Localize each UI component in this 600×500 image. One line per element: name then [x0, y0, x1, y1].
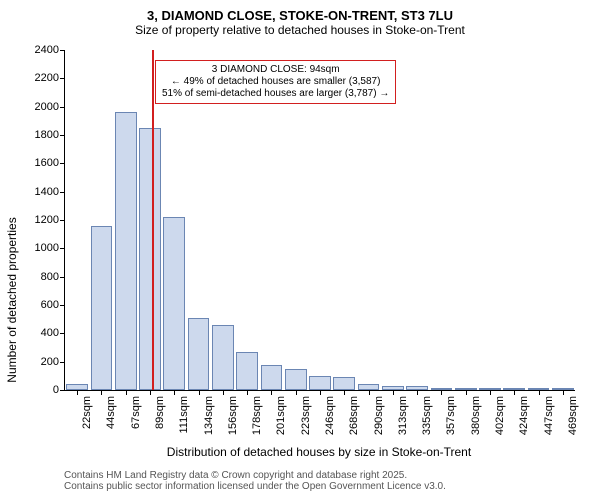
- y-tick-label: 2000: [35, 101, 59, 113]
- x-tick: [441, 390, 442, 395]
- x-tick: [539, 390, 540, 395]
- footer-line1: Contains HM Land Registry data © Crown c…: [64, 470, 446, 481]
- chart-subtitle: Size of property relative to detached ho…: [0, 23, 600, 37]
- y-tick-label: 1400: [35, 186, 59, 198]
- y-tick: [60, 277, 65, 278]
- x-tick: [296, 390, 297, 395]
- annotation-line3: 51% of semi-detached houses are larger (…: [162, 88, 389, 100]
- plot-area: 3 DIAMOND CLOSE: 94sqm ← 49% of detached…: [64, 50, 575, 391]
- y-tick-label: 1200: [35, 214, 59, 226]
- y-axis-label: Number of detached properties: [5, 217, 19, 382]
- x-tick-label: 178sqm: [251, 396, 263, 435]
- x-tick: [514, 390, 515, 395]
- x-tick-label: 268sqm: [348, 396, 360, 435]
- histogram-bar: [261, 365, 283, 391]
- x-tick: [393, 390, 394, 395]
- y-tick-label: 400: [41, 327, 59, 339]
- x-tick-label: 67sqm: [130, 396, 142, 429]
- y-tick: [60, 163, 65, 164]
- y-tick-label: 2200: [35, 72, 59, 84]
- x-tick: [223, 390, 224, 395]
- x-tick: [563, 390, 564, 395]
- y-tick: [60, 362, 65, 363]
- x-tick: [101, 390, 102, 395]
- x-tick-label: 111sqm: [178, 396, 190, 434]
- x-tick-label: 402sqm: [494, 396, 506, 435]
- y-tick: [60, 107, 65, 108]
- y-tick-label: 1600: [35, 157, 59, 169]
- x-tick: [150, 390, 151, 395]
- histogram-bar: [115, 112, 137, 390]
- x-tick: [344, 390, 345, 395]
- histogram-chart: 3, DIAMOND CLOSE, STOKE-ON-TRENT, ST3 7L…: [0, 0, 600, 500]
- y-tick: [60, 135, 65, 136]
- histogram-bar: [163, 217, 185, 390]
- histogram-bar: [212, 325, 234, 390]
- x-tick: [490, 390, 491, 395]
- annotation-box: 3 DIAMOND CLOSE: 94sqm ← 49% of detached…: [155, 60, 396, 104]
- x-tick-label: 156sqm: [227, 396, 239, 435]
- y-tick-label: 600: [41, 299, 59, 311]
- y-tick-label: 800: [41, 271, 59, 283]
- x-tick-label: 357sqm: [445, 396, 457, 435]
- y-tick: [60, 305, 65, 306]
- x-tick-label: 22sqm: [81, 396, 93, 429]
- y-tick-label: 1000: [35, 242, 59, 254]
- y-tick-label: 1800: [35, 129, 59, 141]
- x-tick-label: 290sqm: [373, 396, 385, 435]
- marker-line: [152, 50, 154, 390]
- x-axis-label: Distribution of detached houses by size …: [64, 445, 574, 459]
- histogram-bar: [188, 318, 210, 390]
- x-tick: [320, 390, 321, 395]
- footer-attribution: Contains HM Land Registry data © Crown c…: [64, 470, 446, 492]
- histogram-bar: [91, 226, 113, 390]
- annotation-line1: 3 DIAMOND CLOSE: 94sqm: [162, 64, 389, 76]
- x-tick-label: 89sqm: [154, 396, 166, 429]
- y-tick-label: 2400: [35, 44, 59, 56]
- x-tick: [126, 390, 127, 395]
- annotation-line2: ← 49% of detached houses are smaller (3,…: [162, 76, 389, 88]
- histogram-bar: [139, 128, 161, 390]
- y-tick: [60, 50, 65, 51]
- x-tick-label: 424sqm: [518, 396, 530, 435]
- y-tick: [60, 78, 65, 79]
- x-tick: [466, 390, 467, 395]
- histogram-bar: [309, 376, 331, 390]
- x-tick-label: 335sqm: [421, 396, 433, 435]
- x-tick: [247, 390, 248, 395]
- x-tick-label: 201sqm: [275, 396, 287, 435]
- x-tick: [174, 390, 175, 395]
- x-tick: [77, 390, 78, 395]
- chart-title: 3, DIAMOND CLOSE, STOKE-ON-TRENT, ST3 7L…: [0, 0, 600, 23]
- y-tick: [60, 220, 65, 221]
- x-tick-label: 447sqm: [543, 396, 555, 435]
- x-tick: [417, 390, 418, 395]
- histogram-bar: [333, 377, 355, 390]
- x-tick-label: 380sqm: [470, 396, 482, 435]
- x-tick: [271, 390, 272, 395]
- x-tick-label: 134sqm: [203, 396, 215, 435]
- x-tick: [369, 390, 370, 395]
- x-tick-label: 44sqm: [105, 396, 117, 429]
- x-tick-label: 469sqm: [567, 396, 579, 435]
- x-tick-label: 313sqm: [397, 396, 409, 435]
- footer-line2: Contains public sector information licen…: [64, 481, 446, 492]
- histogram-bar: [285, 369, 307, 390]
- x-tick-label: 223sqm: [300, 396, 312, 435]
- x-tick: [199, 390, 200, 395]
- y-tick: [60, 390, 65, 391]
- y-tick-label: 0: [53, 384, 59, 396]
- y-tick: [60, 248, 65, 249]
- histogram-bar: [236, 352, 258, 390]
- x-tick-label: 246sqm: [324, 396, 336, 435]
- y-tick: [60, 192, 65, 193]
- y-tick-label: 200: [41, 356, 59, 368]
- y-tick: [60, 333, 65, 334]
